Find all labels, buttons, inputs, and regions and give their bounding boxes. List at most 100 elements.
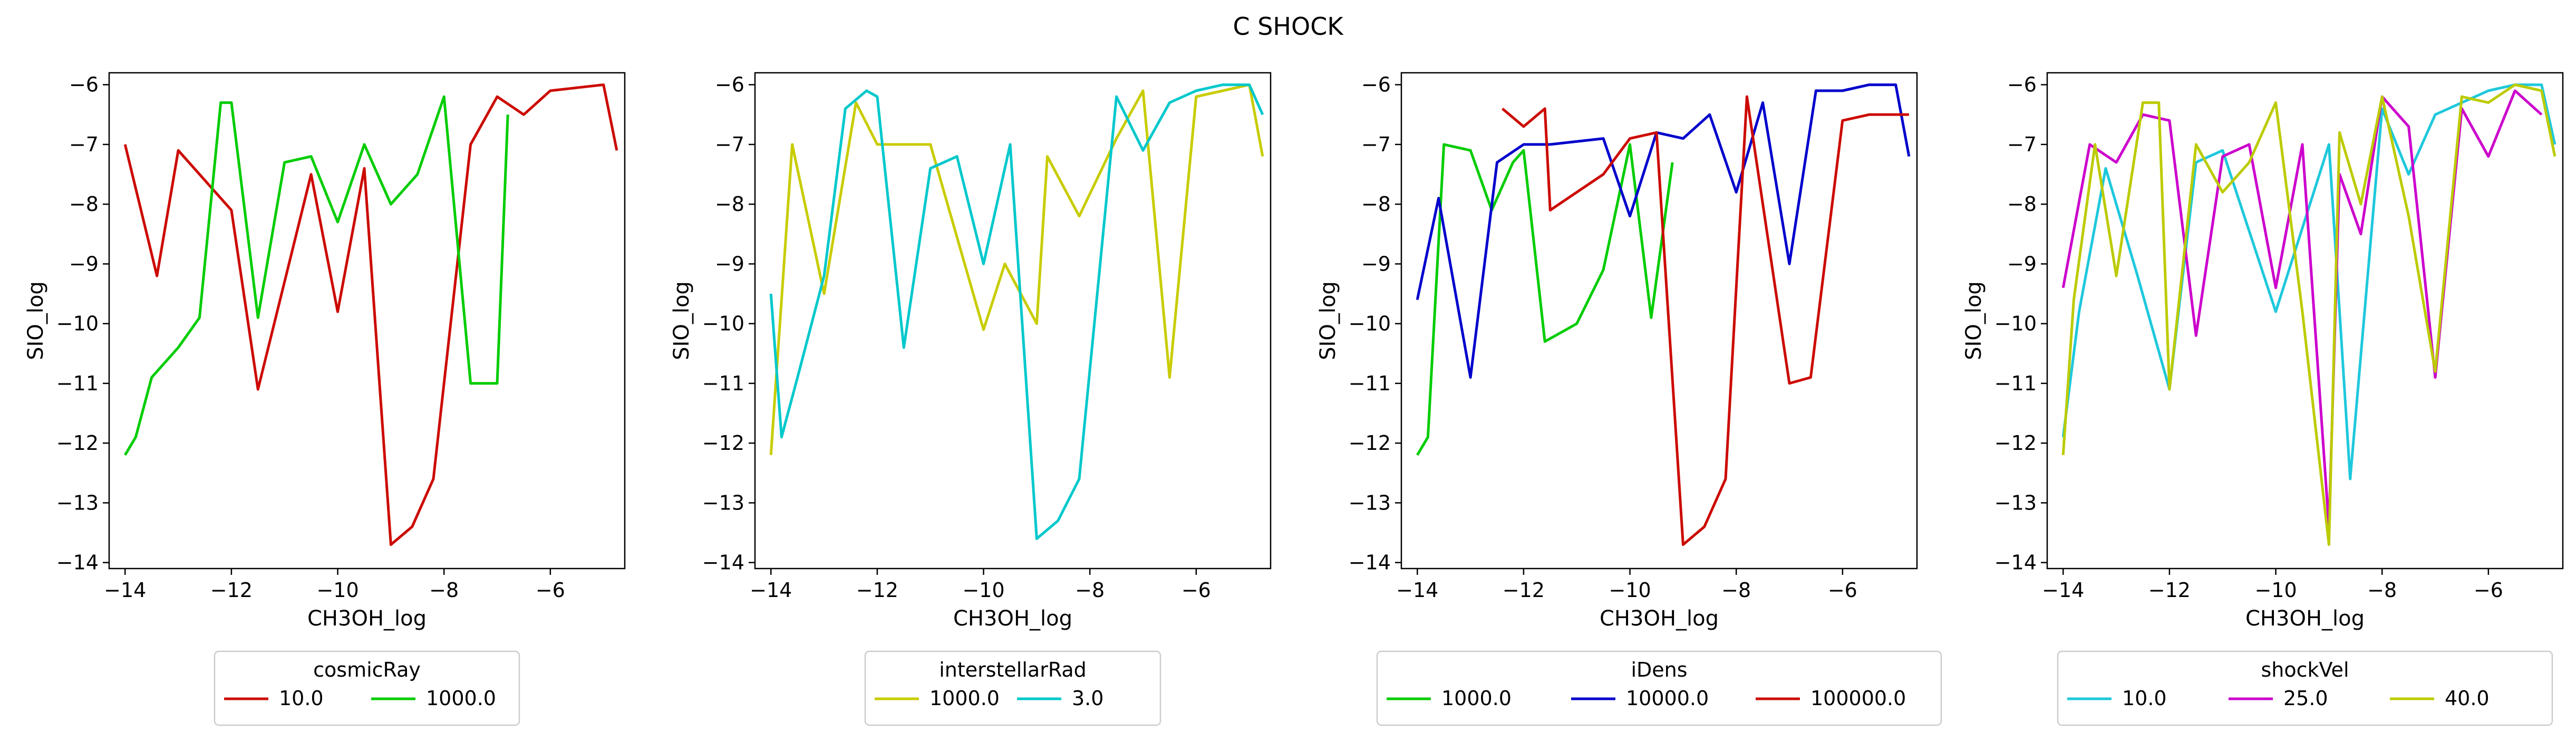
legend-label: 40.0 xyxy=(2445,687,2490,710)
y-tick-label: −10 xyxy=(1994,312,2037,335)
y-tick-label: −9 xyxy=(1361,252,1391,275)
subplot-4: −14 −12 −10 −8 −6 −14 −13 −12 −11 −10 −9 −8 −7 −6 CH3O… xyxy=(1962,72,2564,726)
x-tick-label: −6 xyxy=(1182,579,1211,602)
subplot-2: −14 −12 −10 −8 −6 −14 −13 −12 −11 −10 −9 −8 −7 −6 CH3O… xyxy=(670,72,1272,726)
axes-frame xyxy=(108,72,626,570)
legend-label: 3.0 xyxy=(1072,687,1103,710)
legend-label: 1000.0 xyxy=(1441,687,1512,710)
x-tick-label: −8 xyxy=(1075,579,1105,602)
legend-label: 10000.0 xyxy=(1626,687,1709,710)
y-axis-label: SIO_log xyxy=(1316,281,1340,360)
y-tick-label: −13 xyxy=(56,491,99,514)
y-tick-label: −10 xyxy=(56,312,99,335)
y-tick-label: −11 xyxy=(1349,372,1391,395)
x-tick-label: −14 xyxy=(1396,579,1438,602)
legend-box xyxy=(214,650,520,726)
x-tick-label: −14 xyxy=(104,579,146,602)
x-tick-label: −10 xyxy=(316,579,359,602)
y-tick-label: −8 xyxy=(715,193,744,216)
x-tick-label: −8 xyxy=(1721,579,1751,602)
legend-label: 10.0 xyxy=(2122,687,2167,710)
y-tick-label: −7 xyxy=(715,133,744,156)
legend-label: 1000.0 xyxy=(929,687,1000,710)
legend-title: shockVel xyxy=(2261,658,2349,681)
legend-label: 1000.0 xyxy=(426,687,496,710)
y-tick-label: −12 xyxy=(702,431,744,455)
series-line-2 xyxy=(1416,83,1911,379)
y-tick-label: −8 xyxy=(1361,193,1391,216)
y-tick-label: −6 xyxy=(715,73,744,97)
legend-label: 25.0 xyxy=(2283,687,2328,710)
y-tick-label: −6 xyxy=(1361,73,1391,97)
x-tick-label: −12 xyxy=(1503,579,1545,602)
x-tick-label: −12 xyxy=(2148,579,2191,602)
y-tick-label: −11 xyxy=(1994,372,2037,395)
x-axis-label: CH3OH_log xyxy=(307,607,427,631)
y-tick-label: −7 xyxy=(1361,133,1391,156)
y-tick-label: −9 xyxy=(715,252,744,275)
series-group xyxy=(2061,83,2556,546)
x-tick-label: −6 xyxy=(1828,579,1857,602)
y-axis-label: SIO_log xyxy=(24,281,48,360)
series-line-1 xyxy=(123,83,618,546)
series-line-1 xyxy=(769,83,1264,455)
x-tick-label: −6 xyxy=(536,579,565,602)
subplot-1: −14 −12 −10 −8 −6 −14 −13 −12 −11 −10 −9 −8 −7 −6 CH3O… xyxy=(24,72,626,726)
y-tick-label: −9 xyxy=(69,252,99,275)
series-group xyxy=(123,83,618,546)
legend: iDens 1000.0 10000.0 100000.0 xyxy=(1376,650,1942,726)
x-tick-label: −12 xyxy=(856,579,898,602)
series-line-1 xyxy=(1416,143,1674,456)
y-tick-label: −13 xyxy=(702,491,744,514)
x-tick-label: −10 xyxy=(1609,579,1651,602)
figure-title: C SHOCK xyxy=(1233,12,1344,41)
legend-box xyxy=(864,650,1161,726)
subplots: −14 −12 −10 −8 −6 −14 −13 −12 −11 −10 −9 −8 −7 −6 CH3O… xyxy=(24,72,2564,726)
x-tick-label: −12 xyxy=(210,579,253,602)
axes-frame xyxy=(754,72,1272,570)
series-line-3 xyxy=(2061,83,2556,546)
x-tick-label: −8 xyxy=(2367,579,2397,602)
y-tick-label: −13 xyxy=(1994,491,2037,514)
series-line-2 xyxy=(769,83,1264,540)
x-axis-label: CH3OH_log xyxy=(953,607,1072,631)
y-tick-label: −9 xyxy=(2007,252,2037,275)
x-tick-label: −14 xyxy=(750,579,792,602)
y-axis-label: SIO_log xyxy=(670,281,694,360)
y-tick-label: −11 xyxy=(702,372,744,395)
subplot-3: −14 −12 −10 −8 −6 −14 −13 −12 −11 −10 −9 −8 −7 −6 CH3O… xyxy=(1316,72,1942,726)
x-tick-label: −8 xyxy=(429,579,459,602)
x-tick-label: −6 xyxy=(2474,579,2503,602)
y-tick-label: −14 xyxy=(1994,551,2037,574)
x-tick-label: −10 xyxy=(2254,579,2297,602)
y-tick-label: −12 xyxy=(56,431,99,455)
y-tick-label: −7 xyxy=(69,133,99,156)
series-line-2 xyxy=(124,95,509,456)
legend-label: 10.0 xyxy=(279,687,324,710)
y-tick-label: −6 xyxy=(69,73,99,97)
legend-label: 100000.0 xyxy=(1810,687,1906,710)
series-group xyxy=(769,83,1264,540)
y-tick-label: −6 xyxy=(2007,73,2037,97)
y-tick-label: −10 xyxy=(702,312,744,335)
y-tick-label: −14 xyxy=(1349,551,1391,574)
x-axis-label: CH3OH_log xyxy=(1600,607,1719,631)
legend-box xyxy=(2057,650,2553,726)
legend: cosmicRay 10.0 1000.0 xyxy=(214,650,520,726)
y-tick-label: −10 xyxy=(1349,312,1391,335)
y-tick-label: −12 xyxy=(1349,431,1391,455)
legend: shockVel 10.0 25.0 40.0 xyxy=(2057,650,2553,726)
y-tick-label: −8 xyxy=(2007,193,2037,216)
legend-box xyxy=(1376,650,1942,726)
x-axis-label: CH3OH_log xyxy=(2245,607,2365,631)
series-group xyxy=(1416,83,1911,546)
legend-title: cosmicRay xyxy=(313,658,421,681)
y-tick-label: −11 xyxy=(56,372,99,395)
y-tick-label: −8 xyxy=(69,193,99,216)
legend-title: interstellarRad xyxy=(939,658,1087,681)
y-tick-label: −14 xyxy=(56,551,99,574)
y-axis-label: SIO_log xyxy=(1962,281,1986,360)
y-tick-label: −13 xyxy=(1349,491,1391,514)
y-tick-label: −7 xyxy=(2007,133,2037,156)
